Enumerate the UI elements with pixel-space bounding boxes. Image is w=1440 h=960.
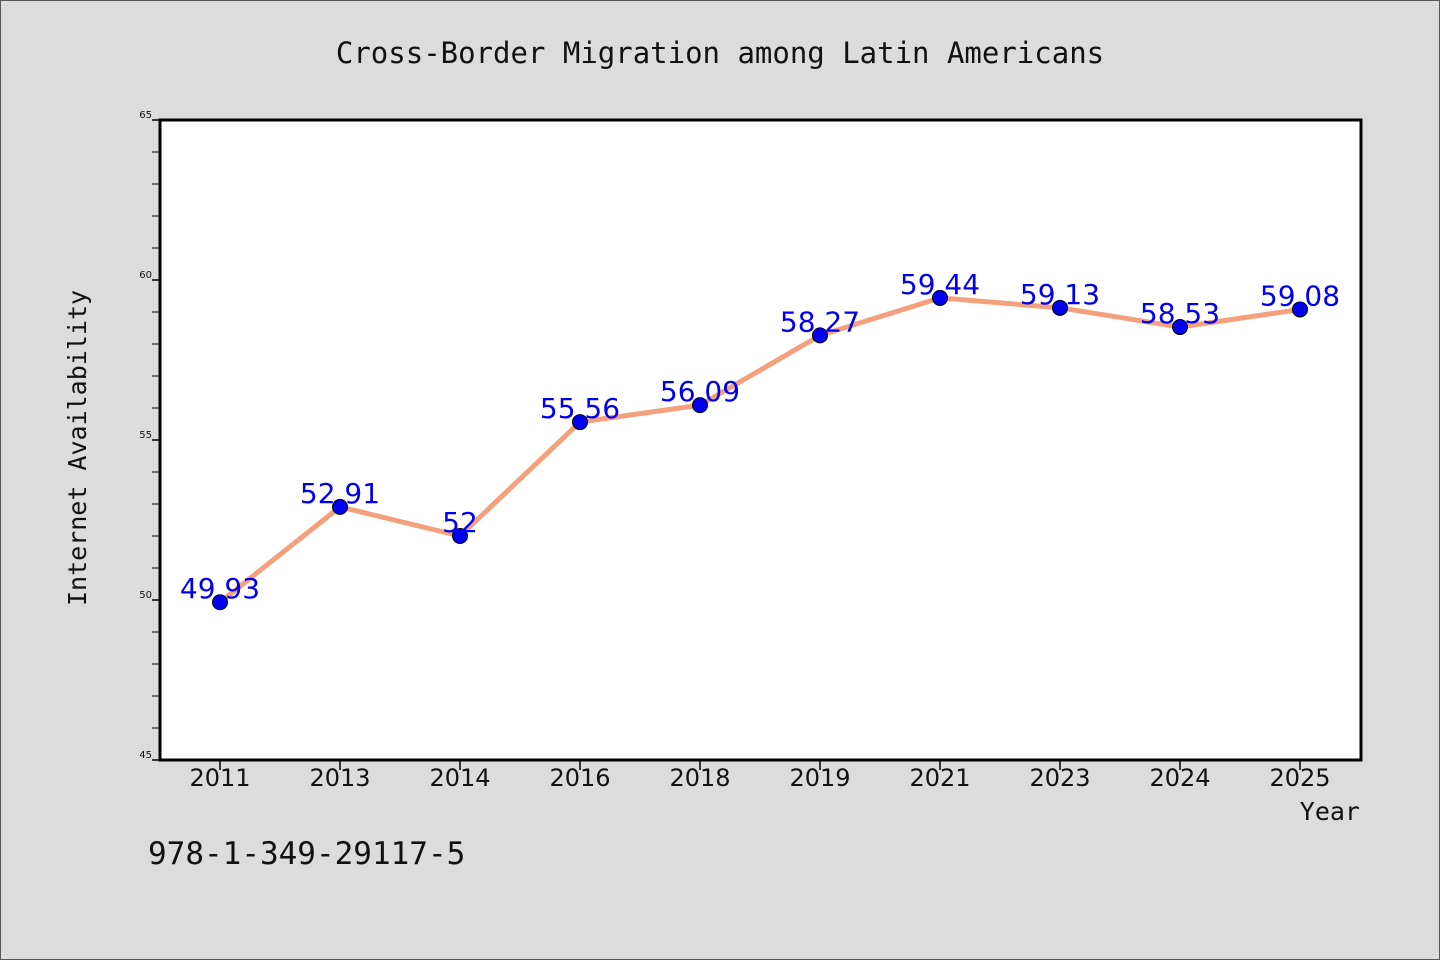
data-label: 59.13	[1020, 278, 1100, 311]
data-point	[932, 289, 948, 306]
data-label: 58.27	[780, 305, 860, 338]
y-axis-ticks: 45 50 55 60 65	[139, 110, 160, 761]
x-tick-label: 2021	[909, 764, 970, 792]
data-point	[1052, 299, 1068, 316]
y-tick-label: 45	[139, 750, 152, 761]
data-point	[452, 528, 468, 544]
chart-title: Cross-Border Migration among Latin Ameri…	[336, 36, 1104, 70]
series-line	[218, 295, 1301, 605]
x-tick-label: 2023	[1029, 764, 1090, 792]
y-axis-label: Internet Availability	[63, 290, 92, 606]
data-point	[572, 414, 588, 431]
data-label: 59.08	[1260, 279, 1340, 312]
x-tick-label: 2014	[429, 764, 490, 792]
x-tick-label: 2025	[1269, 764, 1330, 792]
y-tick-label: 55	[139, 430, 152, 441]
series-line-group: 49.93 52.91 52 55.56 56.09 58.27 59.44 59.13 58.…	[180, 268, 1340, 611]
data-point	[332, 498, 348, 515]
x-tick-label: 2018	[669, 764, 730, 792]
data-point	[692, 397, 708, 414]
data-label: 56.09	[660, 375, 740, 408]
data-label: 52	[442, 506, 478, 539]
y-tick-label: 60	[139, 270, 152, 281]
data-point	[812, 327, 828, 344]
x-tick-label: 2013	[309, 764, 370, 792]
plot-area	[158, 118, 1363, 762]
x-axis-label: Year	[1300, 797, 1360, 826]
data-label: 52.91	[300, 477, 380, 510]
data-point	[1292, 301, 1308, 318]
footer-text: 978-1-349-29117-5	[148, 836, 465, 872]
data-point	[212, 594, 228, 611]
x-tick-label: 2011	[189, 764, 250, 792]
data-label: 58.53	[1140, 297, 1220, 330]
x-axis-ticks: 2011 2013 2014 2016 2018 2019 2021 2023 2024 2025	[189, 760, 1331, 792]
data-point	[1172, 319, 1188, 336]
y-tick-label: 50	[139, 590, 152, 601]
x-tick-label: 2016	[549, 764, 610, 792]
x-tick-label: 2019	[789, 764, 850, 792]
data-label: 49.93	[180, 572, 260, 605]
x-tick-label: 2024	[1149, 764, 1210, 792]
y-tick-label: 65	[139, 110, 152, 121]
data-label: 55.56	[540, 392, 620, 425]
data-label: 59.44	[900, 268, 980, 301]
